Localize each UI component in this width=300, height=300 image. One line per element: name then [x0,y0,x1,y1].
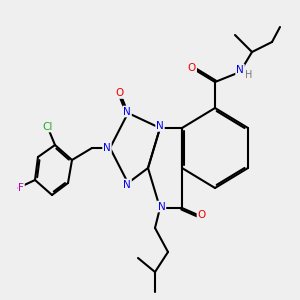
Text: Cl: Cl [43,122,53,131]
Text: O: O [116,88,124,98]
Text: H: H [245,70,252,80]
Text: N: N [123,106,131,116]
Text: N: N [123,179,131,190]
Text: N: N [158,202,165,212]
Text: N: N [103,143,111,153]
Text: F: F [18,183,24,193]
Text: N: N [236,64,244,75]
Text: O: O [197,210,206,220]
Text: N: N [156,121,164,131]
Text: O: O [188,63,196,73]
